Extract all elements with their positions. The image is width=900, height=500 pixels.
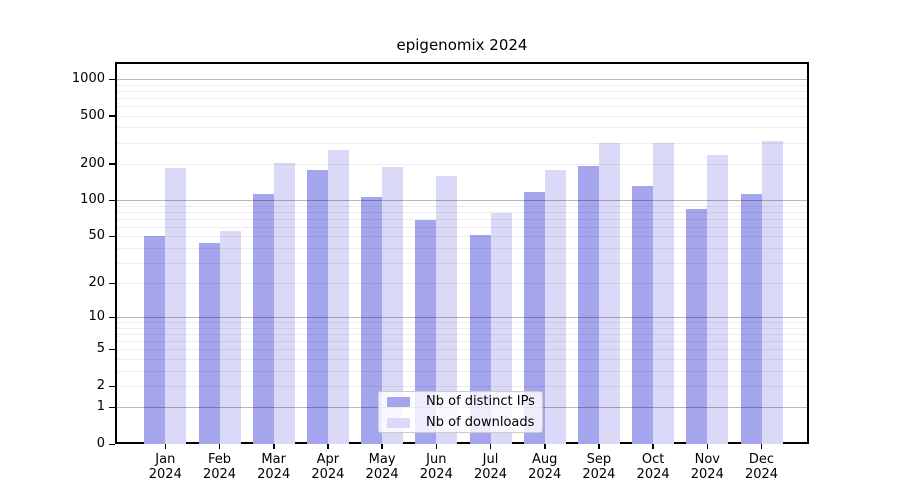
x-tick-mark-aug [544,444,546,449]
bar-nb-of-downloads-apr [327,150,349,444]
y-tick-mark-100 [109,199,115,202]
bar-nb-of-distinct-ips-apr [306,169,328,444]
bar-nb-of-downloads-feb [219,231,241,444]
legend-label-downloads: Nb of downloads [426,415,535,430]
x-tick-mark-jan [164,444,167,449]
bar-nb-of-downloads-oct [653,143,675,444]
bar-nb-of-distinct-ips-sep [577,166,599,444]
y-tick-label-1000: 1000 [71,71,105,86]
bar-nb-of-distinct-ips-mar [252,194,274,444]
x-tick-mark-dec [760,444,763,449]
y-tick-mark-20 [109,282,115,285]
bar-nb-of-downloads-mar [273,162,295,444]
x-tick-label-feb: Feb 2024 [202,452,237,482]
bar-nb-of-distinct-ips-nov [686,208,708,444]
y-tick-mark-10 [109,316,115,319]
bar-nb-of-downloads-sep [598,143,620,444]
x-tick-mark-mar [273,444,275,449]
x-tick-label-jan: Jan 2024 [148,452,182,482]
bar-nb-of-downloads-jan [165,167,187,444]
legend-row-distinct-ips: Nb of distinct IPs [387,394,535,409]
y-tick-mark-1000 [109,78,115,80]
plot-area: Nb of distinct IPs Nb of downloads [115,62,809,444]
x-tick-label-jul: Jul 2024 [473,452,508,482]
bar-nb-of-downloads-may [382,166,404,444]
x-tick-label-sep: Sep 2024 [582,452,616,482]
x-tick-label-aug: Aug 2024 [528,452,562,482]
y-tick-label-20: 20 [88,275,105,291]
x-tick-mark-oct [652,444,654,449]
y-tick-label-2: 2 [96,378,105,393]
legend-label-distinct-ips: Nb of distinct IPs [426,394,535,409]
x-tick-mark-jul [489,444,492,449]
gridline-minor-700 [115,97,809,99]
bar-nb-of-distinct-ips-jun [415,220,437,444]
gridline-minor-200 [115,163,809,165]
gridline-minor-900 [115,84,809,86]
bar-nb-of-distinct-ips-jan [144,236,166,444]
gridline-major-100 [115,200,809,202]
gridline-minor-500 [115,115,809,117]
gridline-minor-400 [115,127,809,129]
x-tick-label-mar: Mar 2024 [257,452,291,482]
y-tick-label-5: 5 [96,341,105,357]
bar-nb-of-distinct-ips-dec [740,193,762,444]
y-tick-mark-2 [109,385,115,387]
bar-nb-of-downloads-jun [436,175,458,444]
bar-nb-of-downloads-aug [544,169,566,444]
gridline-minor-90 [115,205,809,207]
x-tick-mark-may [381,444,383,449]
bar-nb-of-distinct-ips-aug [523,192,545,444]
y-tick-label-200: 200 [80,155,105,171]
bar-nb-of-downloads-dec [761,140,783,444]
y-tick-label-0: 0 [96,436,105,451]
y-tick-label-500: 500 [80,107,105,123]
x-tick-label-jun: Jun 2024 [419,452,453,482]
x-tick-mark-sep [598,444,600,449]
x-tick-mark-nov [706,444,708,449]
bar-nb-of-downloads-jul [490,212,512,444]
y-tick-label-10: 10 [88,309,105,325]
legend-swatch-distinct-ips [387,396,410,407]
x-tick-label-oct: Oct 2024 [636,452,670,482]
y-tick-label-100: 100 [80,192,105,208]
y-tick-label-1: 1 [96,399,105,415]
gridline-minor-800 [115,90,809,92]
gridline-minor-300 [115,142,809,144]
legend-swatch-downloads [387,417,410,428]
y-tick-mark-200 [109,163,115,165]
bar-nb-of-distinct-ips-feb [198,242,220,444]
chart-title: epigenomix 2024 [396,36,528,54]
y-tick-mark-500 [109,115,115,117]
x-tick-mark-jun [435,444,438,449]
y-tick-mark-0 [109,443,115,445]
x-tick-label-may: May 2024 [365,452,399,482]
bar-nb-of-distinct-ips-may [361,196,383,444]
gridline-minor-600 [115,106,809,107]
x-tick-mark-feb [218,444,221,449]
x-tick-label-apr: Apr 2024 [311,452,345,482]
gridline-major-1000 [115,79,809,80]
x-tick-label-nov: Nov 2024 [690,452,724,482]
y-tick-label-50: 50 [88,228,105,244]
x-tick-label-dec: Dec 2024 [744,452,779,482]
y-tick-mark-50 [109,235,115,238]
x-tick-mark-apr [327,444,329,449]
y-tick-mark-1 [109,406,115,409]
y-tick-mark-5 [109,348,115,351]
legend: Nb of distinct IPs Nb of downloads [378,391,543,433]
bar-nb-of-distinct-ips-oct [632,186,654,444]
legend-row-downloads: Nb of downloads [387,415,534,430]
bar-nb-of-downloads-nov [707,154,729,444]
